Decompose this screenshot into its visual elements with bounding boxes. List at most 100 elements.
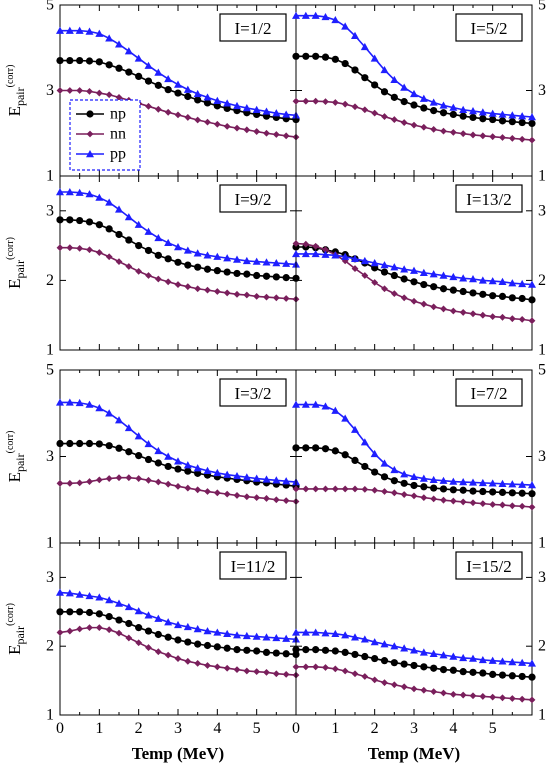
x-tick-label: 3 — [410, 720, 418, 737]
point-marker — [341, 631, 350, 639]
y-tick-label: 3 — [538, 448, 546, 465]
point-marker — [203, 99, 212, 107]
point-marker — [282, 274, 290, 282]
point-marker — [125, 236, 133, 244]
point-marker — [439, 476, 448, 484]
point-marker — [400, 265, 409, 273]
point-marker — [105, 225, 113, 233]
point-marker — [243, 291, 251, 299]
point-marker — [400, 683, 408, 691]
point-marker — [124, 213, 133, 221]
series-pp — [56, 26, 300, 119]
point-marker — [135, 242, 143, 250]
point-marker — [184, 261, 192, 269]
point-marker — [400, 275, 408, 283]
point-marker — [341, 667, 349, 675]
point-marker — [410, 101, 418, 109]
point-marker — [194, 640, 202, 648]
point-marker — [508, 118, 516, 126]
point-marker — [85, 608, 94, 617]
point-marker — [361, 74, 369, 82]
legend-label: np — [110, 106, 126, 123]
point-marker — [390, 465, 399, 474]
point-marker — [223, 104, 231, 113]
point-marker — [429, 98, 438, 106]
panel: 1 2 3 I=9/2 Epair(corr) — [5, 175, 300, 359]
point-marker — [351, 425, 359, 433]
panel-label: I=5/2 — [471, 19, 508, 38]
panel: 1 2 3 I=15/2 0 1 2 3 4 5 Temp (MeV) — [292, 542, 546, 763]
point-marker — [282, 650, 290, 658]
legend-label: nn — [110, 126, 126, 143]
point-marker — [331, 55, 339, 63]
point-marker — [440, 305, 447, 313]
series-nn — [56, 87, 300, 141]
point-marker — [144, 61, 153, 69]
point-marker — [371, 654, 379, 663]
point-marker — [430, 495, 438, 503]
legend-box — [69, 99, 141, 171]
point-marker — [302, 97, 310, 105]
point-marker — [272, 131, 280, 138]
series-line — [60, 610, 297, 656]
point-marker — [292, 663, 300, 671]
point-marker — [479, 669, 487, 677]
point-marker — [65, 188, 74, 196]
series-line — [296, 666, 533, 701]
point-marker — [302, 646, 310, 654]
point-marker — [125, 634, 133, 642]
point-marker — [449, 652, 458, 660]
point-marker — [449, 666, 457, 674]
point-marker — [262, 258, 271, 266]
point-marker — [420, 123, 428, 131]
series-np — [292, 646, 536, 681]
point-marker — [312, 663, 320, 671]
point-marker — [489, 501, 497, 508]
point-marker — [380, 459, 389, 467]
point-marker — [213, 663, 221, 671]
point-marker — [449, 286, 457, 294]
point-marker — [135, 475, 143, 482]
point-marker — [478, 276, 487, 284]
point-marker — [105, 34, 114, 42]
point-marker — [184, 467, 192, 475]
point-marker — [115, 616, 123, 624]
point-marker — [410, 492, 418, 500]
point-marker — [420, 104, 428, 112]
point-marker — [400, 119, 408, 126]
series-line — [60, 246, 297, 300]
point-marker — [410, 661, 418, 670]
point-marker — [125, 619, 133, 628]
point-marker — [76, 608, 84, 616]
point-marker — [56, 479, 64, 487]
point-marker — [164, 480, 172, 488]
point-marker — [56, 439, 64, 448]
point-marker — [144, 227, 153, 235]
x-tick-label: 5 — [253, 720, 261, 737]
y-axis-label-main: E — [5, 106, 24, 116]
point-marker — [75, 590, 84, 598]
y-tick-label: 1 — [538, 342, 546, 359]
point-marker — [508, 658, 517, 666]
point-marker — [86, 110, 94, 118]
point-marker — [154, 68, 163, 76]
point-marker — [164, 86, 172, 94]
point-marker — [508, 111, 517, 119]
point-marker — [351, 650, 359, 659]
point-marker — [86, 624, 93, 632]
point-marker — [125, 448, 133, 456]
point-marker — [95, 404, 104, 412]
point-marker — [292, 52, 300, 60]
point-marker — [253, 494, 261, 501]
point-marker — [115, 230, 123, 239]
panel-label: I=3/2 — [235, 384, 272, 403]
point-marker — [135, 72, 143, 80]
y-axis-label: Epair(corr) — [5, 237, 27, 289]
point-marker — [135, 452, 143, 460]
point-marker — [115, 258, 123, 266]
point-marker — [223, 254, 232, 262]
point-marker — [312, 97, 320, 105]
point-marker — [429, 649, 438, 657]
point-marker — [351, 254, 359, 263]
point-marker — [420, 300, 428, 308]
